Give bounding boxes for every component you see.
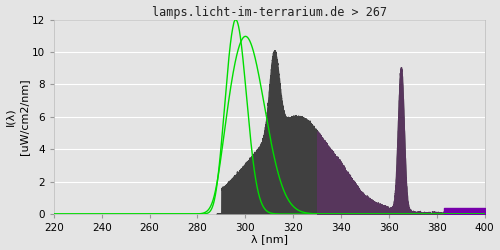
Y-axis label: I(λ)
[uW/cm2/nm]: I(λ) [uW/cm2/nm]: [6, 78, 29, 155]
X-axis label: λ [nm]: λ [nm]: [250, 234, 288, 244]
Title: lamps.licht-im-terrarium.de > 267: lamps.licht-im-terrarium.de > 267: [152, 6, 387, 18]
